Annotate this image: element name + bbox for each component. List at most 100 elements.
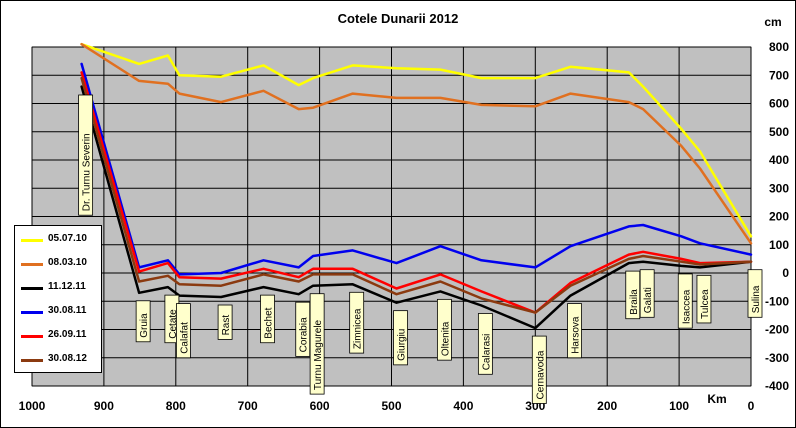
y-axis-title: cm bbox=[764, 15, 781, 29]
legend-swatch bbox=[21, 263, 43, 266]
station-label-text: Cernavoda bbox=[535, 350, 546, 399]
series-line-3 bbox=[80, 85, 753, 330]
station-label-box bbox=[309, 293, 325, 395]
station-label-text: Zimnicea bbox=[353, 308, 364, 349]
station-label: Zimnicea bbox=[349, 291, 365, 354]
station-label-text: Bechet bbox=[264, 307, 275, 338]
series-line-1 bbox=[80, 42, 753, 238]
station-label: Turnu Magurele bbox=[309, 293, 325, 395]
station-label-box bbox=[696, 274, 712, 324]
station-label: Giurgiu bbox=[393, 310, 408, 366]
x-tick-label: 800 bbox=[166, 399, 186, 413]
legend: 05.07.10 08.03.10 11.12.11 30.08.11 26.09.11… bbox=[14, 225, 102, 373]
y-tick-label: -300 bbox=[765, 351, 789, 365]
station-label-text: Cetate bbox=[168, 309, 179, 339]
station-label-text: Calafat bbox=[179, 322, 190, 354]
legend-label: 30.08.11 bbox=[48, 305, 87, 316]
station-label: Calarasi bbox=[477, 313, 493, 375]
station-label-text: Turnu Magurele bbox=[313, 319, 324, 390]
station-label: Isaccea bbox=[677, 273, 693, 329]
legend-item: 08.03.10 bbox=[15, 254, 103, 274]
series-line-5 bbox=[80, 71, 753, 314]
y-tick-label: -400 bbox=[765, 379, 789, 393]
series-line-2 bbox=[80, 42, 753, 245]
x-tick-label: 200 bbox=[597, 399, 617, 413]
x-tick-label: 400 bbox=[453, 399, 473, 413]
y-tick-label: 200 bbox=[769, 210, 789, 224]
station-label: Gruia bbox=[135, 300, 151, 343]
y-tick-label: 400 bbox=[769, 153, 789, 167]
x-tick-label: 500 bbox=[381, 399, 401, 413]
station-label-text: Corabia bbox=[299, 317, 310, 352]
station-label-text: Dr. Turnu Severin bbox=[82, 133, 93, 211]
station-label-box bbox=[639, 269, 655, 318]
x-tick-label: 900 bbox=[94, 399, 114, 413]
station-label: Bechet bbox=[260, 294, 275, 344]
station-label-box bbox=[747, 269, 763, 318]
station-label: Rast bbox=[217, 304, 233, 340]
legend-item: 05.07.10 bbox=[15, 230, 103, 250]
station-label: Tulcea bbox=[696, 274, 712, 324]
station-label: Galati bbox=[639, 269, 655, 318]
legend-swatch bbox=[21, 311, 43, 314]
station-label: Calafat bbox=[175, 303, 191, 359]
station-label-text: Giurgiu bbox=[397, 329, 408, 361]
station-label-text: Braila bbox=[629, 289, 640, 315]
station-label: Cernavoda bbox=[531, 335, 547, 404]
legend-label: 11.12.11 bbox=[48, 281, 86, 292]
legend-swatch bbox=[21, 359, 43, 362]
station-label: Corabia bbox=[295, 301, 311, 357]
station-label-box bbox=[260, 294, 275, 344]
legend-label: 05.07.10 bbox=[48, 233, 87, 244]
station-label-text: Tulcea bbox=[700, 289, 711, 319]
station-label-box bbox=[135, 300, 151, 343]
legend-label: 08.03.10 bbox=[48, 257, 87, 268]
y-tick-label: 300 bbox=[769, 181, 789, 195]
legend-label: 30.08.12 bbox=[48, 353, 87, 364]
legend-swatch bbox=[21, 287, 43, 290]
x-tick-label: 100 bbox=[669, 399, 689, 413]
y-tick-label: 0 bbox=[782, 266, 789, 280]
y-tick-label: 700 bbox=[769, 68, 789, 82]
y-tick-label: 100 bbox=[769, 238, 789, 252]
y-tick-label: 600 bbox=[769, 97, 789, 111]
legend-item: 30.08.12 bbox=[15, 350, 103, 370]
x-tick-label: 600 bbox=[310, 399, 330, 413]
station-label-box bbox=[436, 298, 452, 361]
station-label-box bbox=[677, 273, 693, 329]
station-label-box bbox=[175, 303, 191, 359]
x-tick-label: 700 bbox=[238, 399, 258, 413]
station-label-box bbox=[393, 310, 408, 366]
station-label-text: Sulina bbox=[751, 285, 762, 313]
x-tick-label: 1000 bbox=[19, 399, 46, 413]
legend-item: 11.12.11 bbox=[15, 278, 103, 298]
station-label: Braila bbox=[625, 270, 641, 320]
y-tick-label: -200 bbox=[765, 323, 789, 337]
legend-label: 26.09.11 bbox=[48, 329, 87, 340]
series-line-4 bbox=[80, 62, 753, 276]
chart-title: Cotele Dunarii 2012 bbox=[338, 11, 459, 26]
station-label-box bbox=[567, 303, 582, 359]
station-label-text: Rast bbox=[221, 315, 232, 336]
station-label-text: Isaccea bbox=[681, 289, 692, 324]
legend-item: 26.09.11 bbox=[15, 326, 103, 346]
station-label-text: Harsova bbox=[571, 316, 582, 354]
station-label: Harsova bbox=[567, 303, 582, 359]
station-label-text: Oltenita bbox=[440, 321, 451, 356]
station-label-box bbox=[477, 313, 493, 375]
station-label-box bbox=[217, 304, 233, 340]
station-label: Sulina bbox=[747, 269, 763, 318]
station-label: Dr. Turnu Severin bbox=[78, 94, 94, 216]
station-label-text: Calarasi bbox=[481, 334, 492, 371]
x-axis-title: Km bbox=[707, 392, 726, 406]
y-tick-label: 500 bbox=[769, 125, 789, 139]
station-label-box bbox=[531, 335, 547, 404]
series-line-6 bbox=[80, 76, 753, 314]
station-label-text: Galati bbox=[643, 287, 654, 313]
legend-swatch bbox=[21, 239, 43, 242]
legend-swatch bbox=[21, 335, 43, 338]
legend-item: 30.08.11 bbox=[15, 302, 103, 322]
y-tick-label: 800 bbox=[769, 40, 789, 54]
station-label-box bbox=[78, 94, 94, 216]
